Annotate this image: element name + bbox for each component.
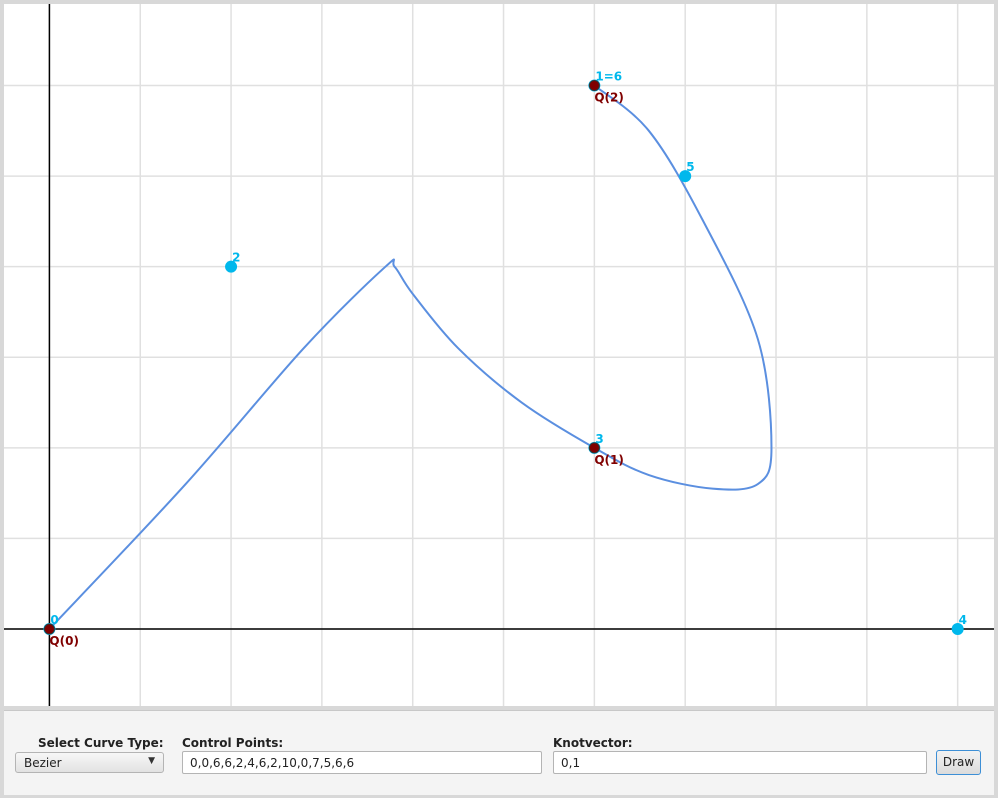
q-point <box>588 442 600 454</box>
curve-type-select[interactable]: Bezier ▼ <box>15 752 164 773</box>
controls-panel: Select Curve Type: Bezier ▼ Control Poin… <box>4 710 994 795</box>
chevron-down-icon: ▼ <box>148 756 155 766</box>
control-point-label: 5 <box>686 160 694 174</box>
control-point-label: 3 <box>595 432 603 446</box>
q-point <box>43 623 55 635</box>
control-points-input[interactable] <box>182 751 542 774</box>
curve-type-label: Select Curve Type: <box>38 736 164 750</box>
q-point-label: Q(2) <box>594 91 624 105</box>
control-point-label: 1=6 <box>595 70 622 84</box>
draw-button[interactable]: Draw <box>936 750 981 775</box>
knotvector-label: Knotvector: <box>553 736 633 750</box>
control-points-label: Control Points: <box>182 736 284 750</box>
control-point[interactable] <box>679 170 692 183</box>
q-point-label: Q(0) <box>49 634 79 648</box>
q-point-label: Q(1) <box>594 453 624 467</box>
knotvector-input[interactable] <box>553 751 927 774</box>
plot-canvas[interactable]: 0 1=6 2 3 4 5 Q(0) Q(1) Q(2) <box>4 4 994 706</box>
control-point[interactable] <box>225 260 238 273</box>
control-point-label: 2 <box>232 251 240 265</box>
curve-type-value: Bezier <box>24 756 62 770</box>
control-point-label: 0 <box>50 613 58 627</box>
control-point-label: 4 <box>959 613 967 627</box>
control-point[interactable] <box>951 623 964 636</box>
plot-svg: 0 1=6 2 3 4 5 Q(0) Q(1) Q(2) <box>4 4 994 706</box>
bezier-curve <box>48 84 773 630</box>
q-point <box>588 80 600 92</box>
